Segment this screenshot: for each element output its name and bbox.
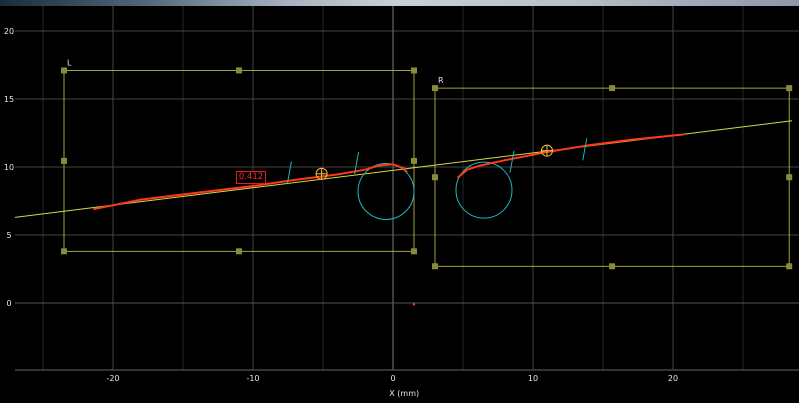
x-tick-label: 10 — [528, 374, 538, 383]
region-box — [63, 70, 415, 252]
region-handle — [61, 67, 67, 74]
region-handle — [432, 174, 438, 181]
profile-series-1 — [93, 163, 408, 211]
region-box — [434, 87, 790, 267]
y-tick-label: 0 — [6, 299, 11, 308]
profile-series-2 — [456, 133, 685, 179]
cross-marker — [286, 161, 292, 184]
region-handle — [61, 248, 67, 255]
fit-circle — [455, 161, 513, 219]
stray-point — [412, 303, 416, 306]
region-handle — [786, 263, 793, 270]
region-label: R — [438, 76, 444, 85]
window-top-strip — [0, 0, 799, 6]
region-handle — [609, 263, 616, 270]
region-handle — [786, 85, 793, 92]
fit-circle — [357, 162, 415, 220]
y-tick-label: 5 — [6, 231, 11, 240]
region-handle — [411, 67, 417, 74]
y-tick-label: 15 — [4, 95, 14, 104]
cross-marker — [354, 151, 360, 175]
x-tick-label: 20 — [668, 374, 678, 383]
x-tick-label: -10 — [246, 374, 259, 383]
region-handle — [432, 263, 438, 270]
region-handle — [236, 248, 242, 255]
region-handle — [786, 174, 793, 181]
x-axis-label: X (mm) — [389, 389, 419, 398]
x-tick-label: 0 — [390, 374, 395, 383]
region-label: L — [67, 58, 72, 67]
region-handle — [61, 157, 67, 164]
cross-marker — [509, 150, 515, 173]
region-handle — [609, 85, 616, 92]
x-tick-label: -20 — [106, 374, 119, 383]
region-handle — [236, 67, 242, 74]
measurement-value-label: 0.412 — [236, 171, 266, 184]
region-handle — [411, 248, 417, 255]
grid-lines — [15, 6, 799, 371]
region-r: R — [432, 76, 793, 270]
centroid-marker — [541, 144, 553, 157]
centroid-marker — [315, 167, 328, 180]
region-handle — [432, 85, 438, 92]
cross-marker — [582, 138, 588, 161]
y-tick-label: 20 — [4, 27, 14, 36]
region-handle — [411, 157, 417, 164]
y-tick-label: 10 — [4, 163, 14, 172]
region-l: L — [61, 58, 417, 255]
